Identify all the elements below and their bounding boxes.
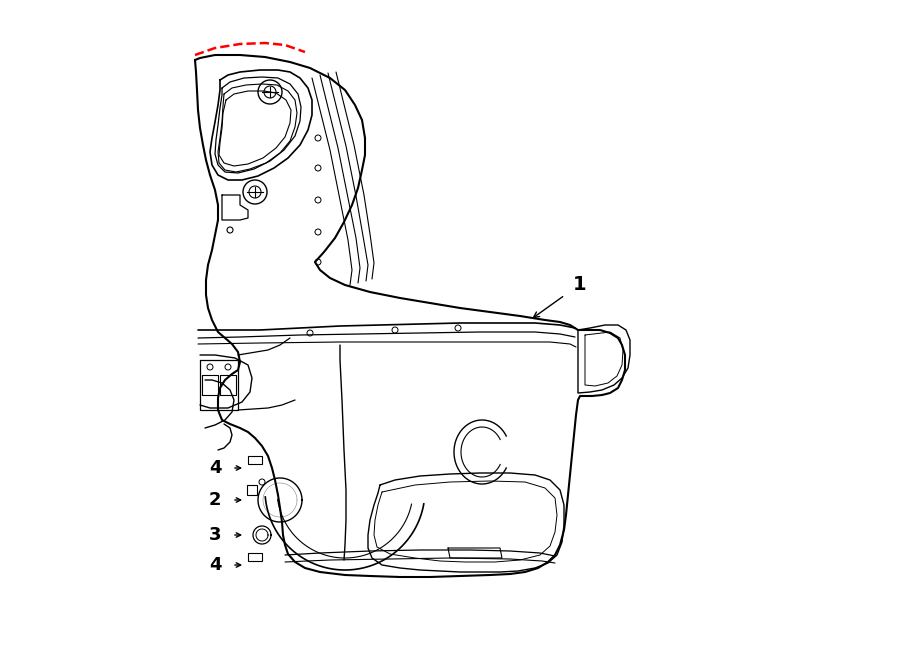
- Text: 1: 1: [573, 276, 587, 295]
- Text: 3: 3: [209, 526, 221, 544]
- Bar: [248, 456, 262, 464]
- Bar: [248, 553, 262, 561]
- Text: 4: 4: [209, 556, 221, 574]
- Text: 4: 4: [209, 459, 221, 477]
- Text: 2: 2: [209, 491, 221, 509]
- Bar: [247, 485, 257, 495]
